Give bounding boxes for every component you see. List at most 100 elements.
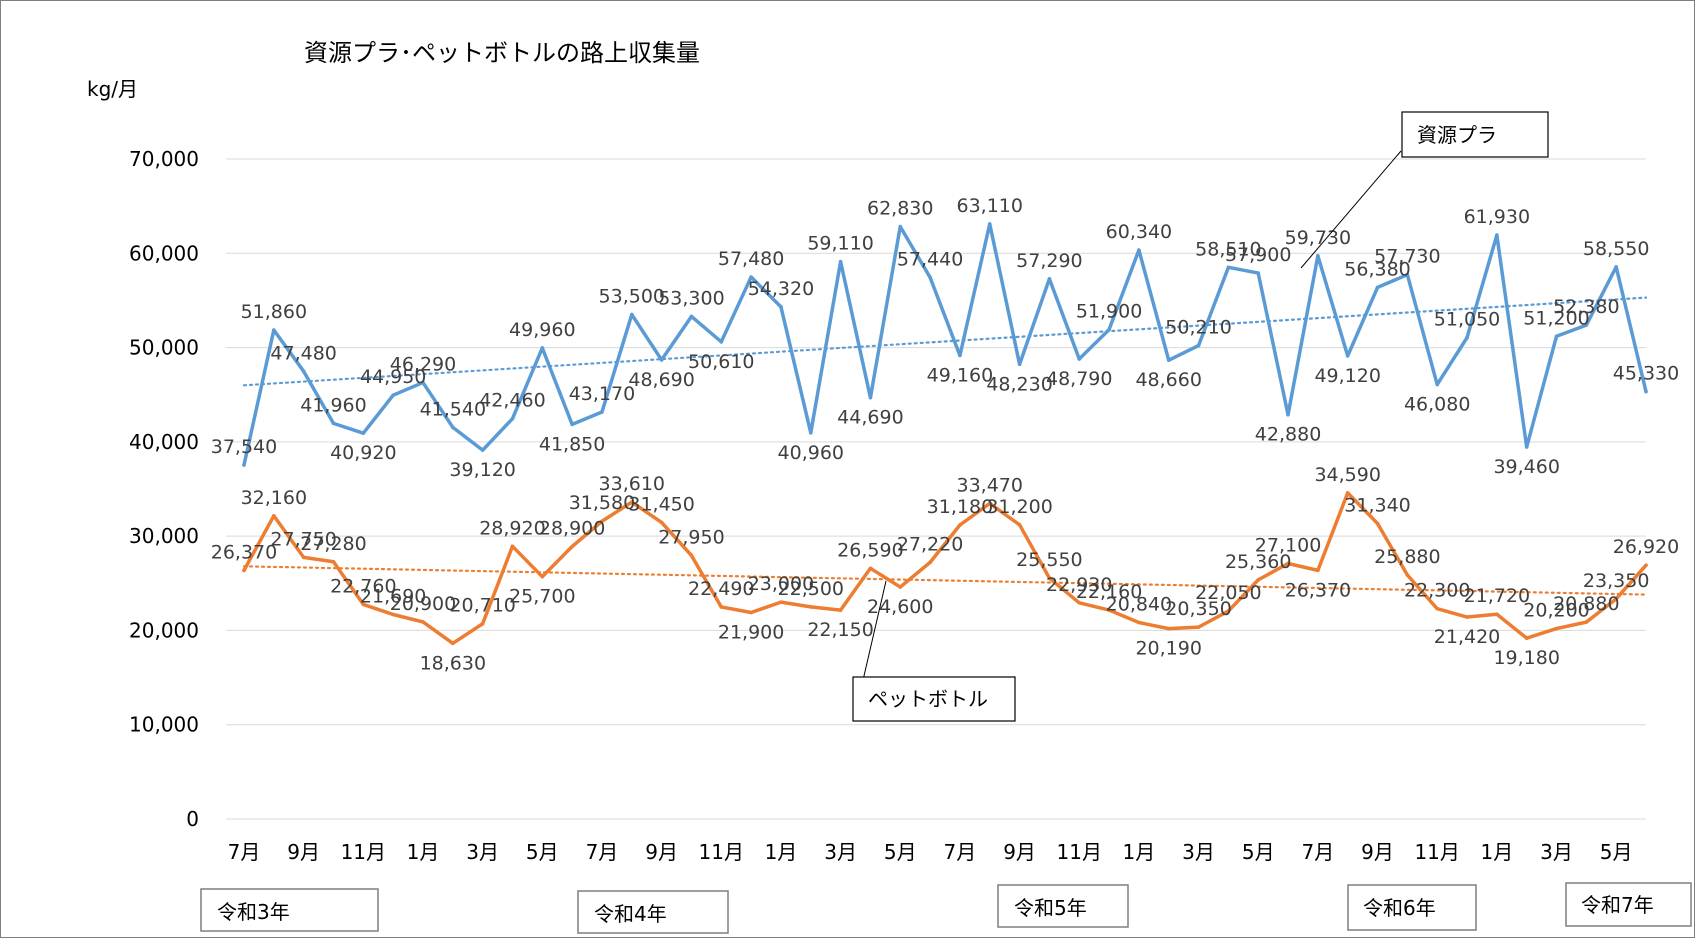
data-point [1017,362,1022,367]
y-axis-ticks: 70,000 60,000 50,000 40,000 30,000 20,000 10,0… [129,147,199,831]
data-label: 22,300 [1404,580,1470,602]
data-label: 49,160 [927,364,993,386]
data-label: 39,460 [1493,456,1559,478]
data-label: 60,340 [1106,221,1172,243]
data-label: 53,300 [658,287,724,309]
data-label: 62,830 [867,198,933,220]
data-label: 47,480 [270,342,336,364]
x-tick-label: 1月 [407,840,440,864]
era-box-r5 [997,884,1129,928]
era-r7: 令和7年 [1581,893,1654,917]
x-tick-label: 1月 [765,840,798,864]
data-label: 39,120 [449,459,515,481]
data-point [659,520,664,525]
era-r3: 令和3年 [217,900,290,924]
data-point [272,513,276,518]
data-point [301,369,306,374]
data-label: 20,200 [1523,600,1589,622]
x-tick-label: 11月 [699,840,744,864]
y-tick-label: 10,000 [129,713,199,737]
data-label: 24,600 [867,596,933,618]
data-point [540,574,545,579]
data-point [1405,573,1410,577]
data-point [749,275,753,279]
data-label: 59,110 [807,233,873,255]
data-label: 31,340 [1344,495,1410,517]
data-label: 40,920 [330,442,396,464]
data-label: 25,700 [509,586,575,608]
data-label: 44,690 [837,407,903,429]
callout-box-pet [852,676,1016,722]
data-label: 26,590 [837,539,903,561]
data-label: 49,960 [509,319,575,341]
data-label: 61,930 [1464,206,1530,228]
x-tick-label: 9月 [1361,840,1394,864]
data-point [1047,576,1052,580]
callout-plastic: 資源プラ [1417,123,1497,147]
data-point [808,605,813,609]
data-point [540,346,545,350]
x-tick-label: 3月 [1182,840,1215,864]
data-point [898,224,903,229]
data-point [1495,233,1499,237]
callout-leader-plastic [1300,150,1402,269]
data-point [987,501,992,506]
data-point [510,544,515,549]
data-point [1107,327,1111,332]
x-tick-label: 7月 [944,840,977,864]
data-point [361,602,366,607]
data-label: 63,110 [957,195,1023,217]
data-label: 25,360 [1225,551,1291,573]
data-point [570,422,574,427]
data-point [1614,597,1618,601]
data-label: 42,460 [479,390,545,412]
grid-layer [226,158,1646,820]
data-label: 57,900 [1225,244,1291,266]
data-label: 48,790 [1046,368,1112,390]
x-tick-label: 9月 [287,840,320,864]
data-point [928,275,932,280]
data-point [868,395,873,400]
data-label: 33,470 [957,474,1023,496]
data-label: 57,440 [897,248,963,270]
data-point [1196,343,1201,348]
data-label: 27,220 [897,533,963,555]
data-point [1524,445,1529,449]
data-point [510,416,515,421]
data-label: 23,000 [748,573,814,595]
data-point [1375,285,1380,290]
data-label: 22,050 [1195,582,1261,604]
data-label: 26,370 [1285,579,1351,601]
data-label: 23,350 [1583,570,1649,592]
data-label: 20,710 [449,595,515,617]
data-point [391,393,395,397]
data-label: 48,230 [986,373,1052,395]
trend-lines [242,296,1648,596]
data-label: 27,280 [300,533,366,555]
data-label: 20,840 [1106,594,1172,616]
x-tick-label: 1月 [1123,840,1156,864]
data-label: 45,330 [1613,363,1679,385]
data-label: 21,720 [1464,585,1530,607]
data-point [1226,265,1231,270]
x-tick-label: 5月 [884,840,917,864]
data-point [1047,277,1052,281]
data-point [719,340,724,344]
data-point [1196,625,1201,629]
data-point [1584,620,1589,624]
data-label: 32,160 [241,487,307,509]
data-label: 43,170 [569,383,635,405]
data-point [1614,265,1618,269]
data-point [600,410,604,414]
x-axis-ticks: 7月 9月 11月 1月 3月 5月 7月 9月 11月 1月 3月 5月 7月 9月 11月 1月 3月 5月 7… [228,840,1633,864]
data-point [958,353,962,358]
data-point [629,500,634,504]
x-tick-label: 7月 [228,840,261,864]
data-label: 44,950 [360,366,426,388]
data-point [451,641,455,646]
data-point [1137,620,1141,625]
data-point [1644,389,1648,394]
data-point [570,544,574,549]
data-label: 20,900 [390,593,456,615]
data-label: 37,540 [211,436,277,458]
